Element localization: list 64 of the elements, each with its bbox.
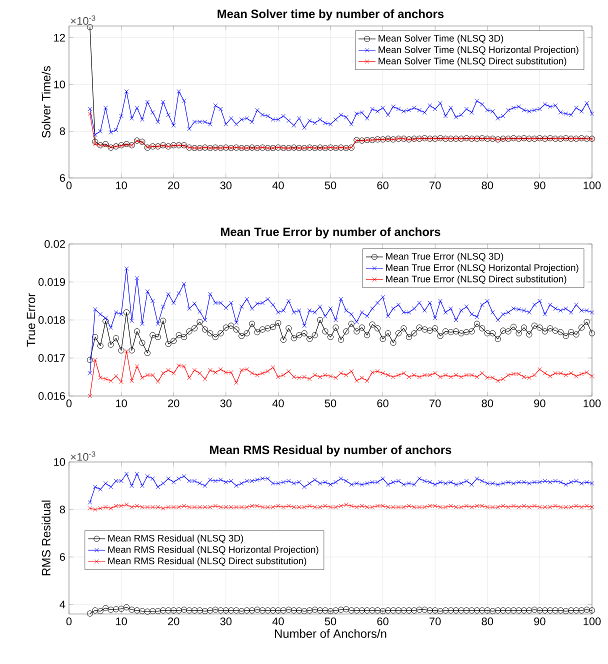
x-tick-label: 30 [220,182,232,190]
x-axis-title: Number of Anchors/n [275,629,386,638]
x-tick-label: 20 [168,618,180,626]
legend-label: Mean Solver Time (NLSQ Horizontal Projection) [378,46,578,55]
x-tick-label: 50 [324,400,336,408]
x-tick-label: 40 [272,400,284,408]
x-tick-label: 10 [116,182,127,190]
text: ×10$^{-3}$ [70,15,96,25]
x-tick-label: 10 [116,400,127,408]
x-tick-label: 40 [272,182,284,190]
x-tick-label: 90 [534,618,546,626]
y-tick-label: 0.017 [38,354,65,362]
legend-label: Mean True Error (NLSQ 3D) [386,252,504,262]
y-tick-label: 10 [54,458,66,466]
x-tick-label: 100 [584,400,601,408]
y-axis-title: RMS Residual [42,500,50,576]
legend-label: Mean RMS Residual (NLSQ Direct substitution) [108,557,306,566]
x-tick-label: 60 [377,182,388,190]
x-tick-label: 90 [534,182,546,190]
x-tick-label: 30 [220,400,232,408]
x-tick-label: 0 [66,618,72,626]
x-tick-label: 20 [168,182,180,190]
x-tick-label: 40 [272,618,284,626]
legend-label: Mean Solver Time (NLSQ Direct substitution) [378,57,566,66]
x-tick-label: 10 [116,618,127,626]
y-tick-label: 8 [60,506,65,514]
x-tick-label: 30 [220,618,232,626]
x-tick-label: 90 [534,400,546,408]
x-tick-label: 70 [430,182,441,190]
y-tick-label: 6 [60,553,65,561]
legend-label: Mean Solver Time (NLSQ 3D) [378,34,504,44]
y-tick-label: 8 [60,127,65,136]
y-tick-label: 6 [60,174,65,182]
x-tick-label: 80 [482,182,494,190]
x-tick-label: 60 [377,618,388,626]
chart-title: Mean RMS Residual by number of anchors [210,445,452,456]
x-tick-label: 80 [482,400,494,408]
legend-label: Mean RMS Residual (NLSQ 3D) [108,534,244,544]
x-tick-label: 50 [324,182,336,190]
y-tick-label: 0.019 [38,278,65,286]
y-tick-label: 10 [54,80,66,88]
x-tick-label: 20 [168,400,180,408]
x-tick-label: 0 [66,182,72,190]
y-axis-title: Solver Time/s [42,66,50,138]
x-tick-label: 70 [430,618,441,626]
x-tick-label: 70 [430,400,441,408]
y-tick-label: 4 [60,600,66,608]
legend-label: Mean True Error (NLSQ Direct substitution) [386,275,566,284]
x-tick-label: 0 [66,400,72,408]
y-axis-title: True Error [26,293,36,347]
y-tick-label: 0.02 [44,240,65,248]
legend-label: Mean True Error (NLSQ Horizontal Projection) [386,264,578,273]
legend-label: Mean RMS Residual (NLSQ Horizontal Projection) [108,546,318,555]
chart-title: Mean Solver time by number of anchors [218,9,444,21]
y-tick-label: 12 [54,34,65,42]
x-tick-label: 50 [324,618,336,626]
x-tick-label: 80 [482,618,494,626]
y-tick-label: 0.018 [38,316,65,324]
x-tick-label: 100 [584,618,601,626]
x-tick-label: 60 [377,400,388,408]
x-tick-label: 100 [584,182,601,190]
chart-title: Mean True Error by number of anchors [221,227,440,238]
y-tick-label: 0.016 [38,392,65,400]
text: ×10$^{-3}$ [70,451,96,461]
